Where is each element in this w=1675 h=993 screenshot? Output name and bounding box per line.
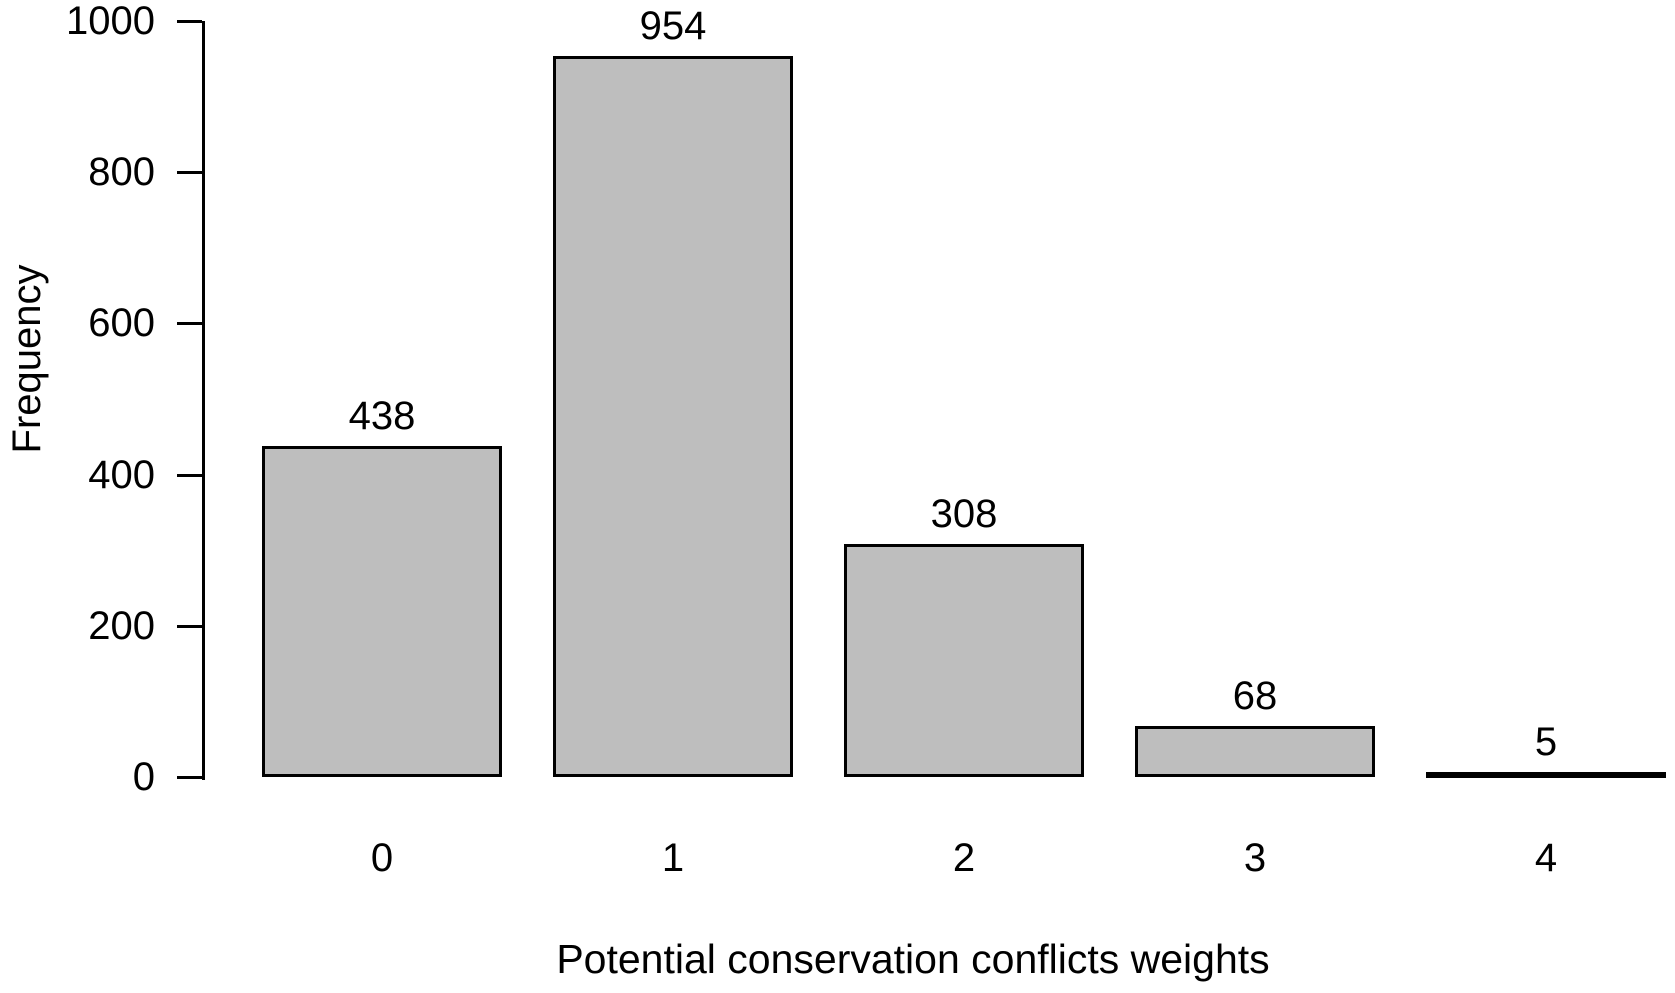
x-axis-title: Potential conservation conflicts weights [556, 936, 1270, 982]
x-tick-label: 2 [952, 836, 976, 880]
y-tick-label: 0 [132, 755, 155, 799]
bar-value-label: 438 [348, 394, 416, 438]
bar-value-label: 308 [930, 492, 998, 536]
y-axis-tick [177, 171, 202, 175]
y-axis-tick [177, 776, 202, 779]
y-tick-label: 200 [88, 603, 155, 648]
x-tick-label: 4 [1534, 836, 1558, 880]
y-tick-label: 400 [88, 452, 155, 497]
y-axis-tick [177, 20, 202, 23]
x-tick-label: 0 [370, 836, 394, 880]
bar-value-label: 5 [1534, 720, 1558, 764]
y-axis-line [202, 21, 205, 780]
bar [553, 56, 793, 777]
y-tick-label: 800 [88, 150, 155, 195]
bar-value-label: 68 [1232, 674, 1278, 718]
bar [1135, 726, 1375, 777]
x-tick-label: 3 [1243, 836, 1267, 880]
bar [1426, 772, 1666, 778]
y-axis-tick [177, 473, 202, 477]
bar-value-label: 954 [639, 4, 707, 48]
y-axis-tick [177, 624, 202, 628]
bar [262, 446, 502, 777]
x-tick-label: 1 [661, 836, 685, 880]
bar [844, 544, 1084, 777]
y-tick-label: 1000 [66, 0, 155, 43]
y-axis-tick [177, 322, 202, 326]
y-tick-label: 600 [88, 301, 155, 346]
